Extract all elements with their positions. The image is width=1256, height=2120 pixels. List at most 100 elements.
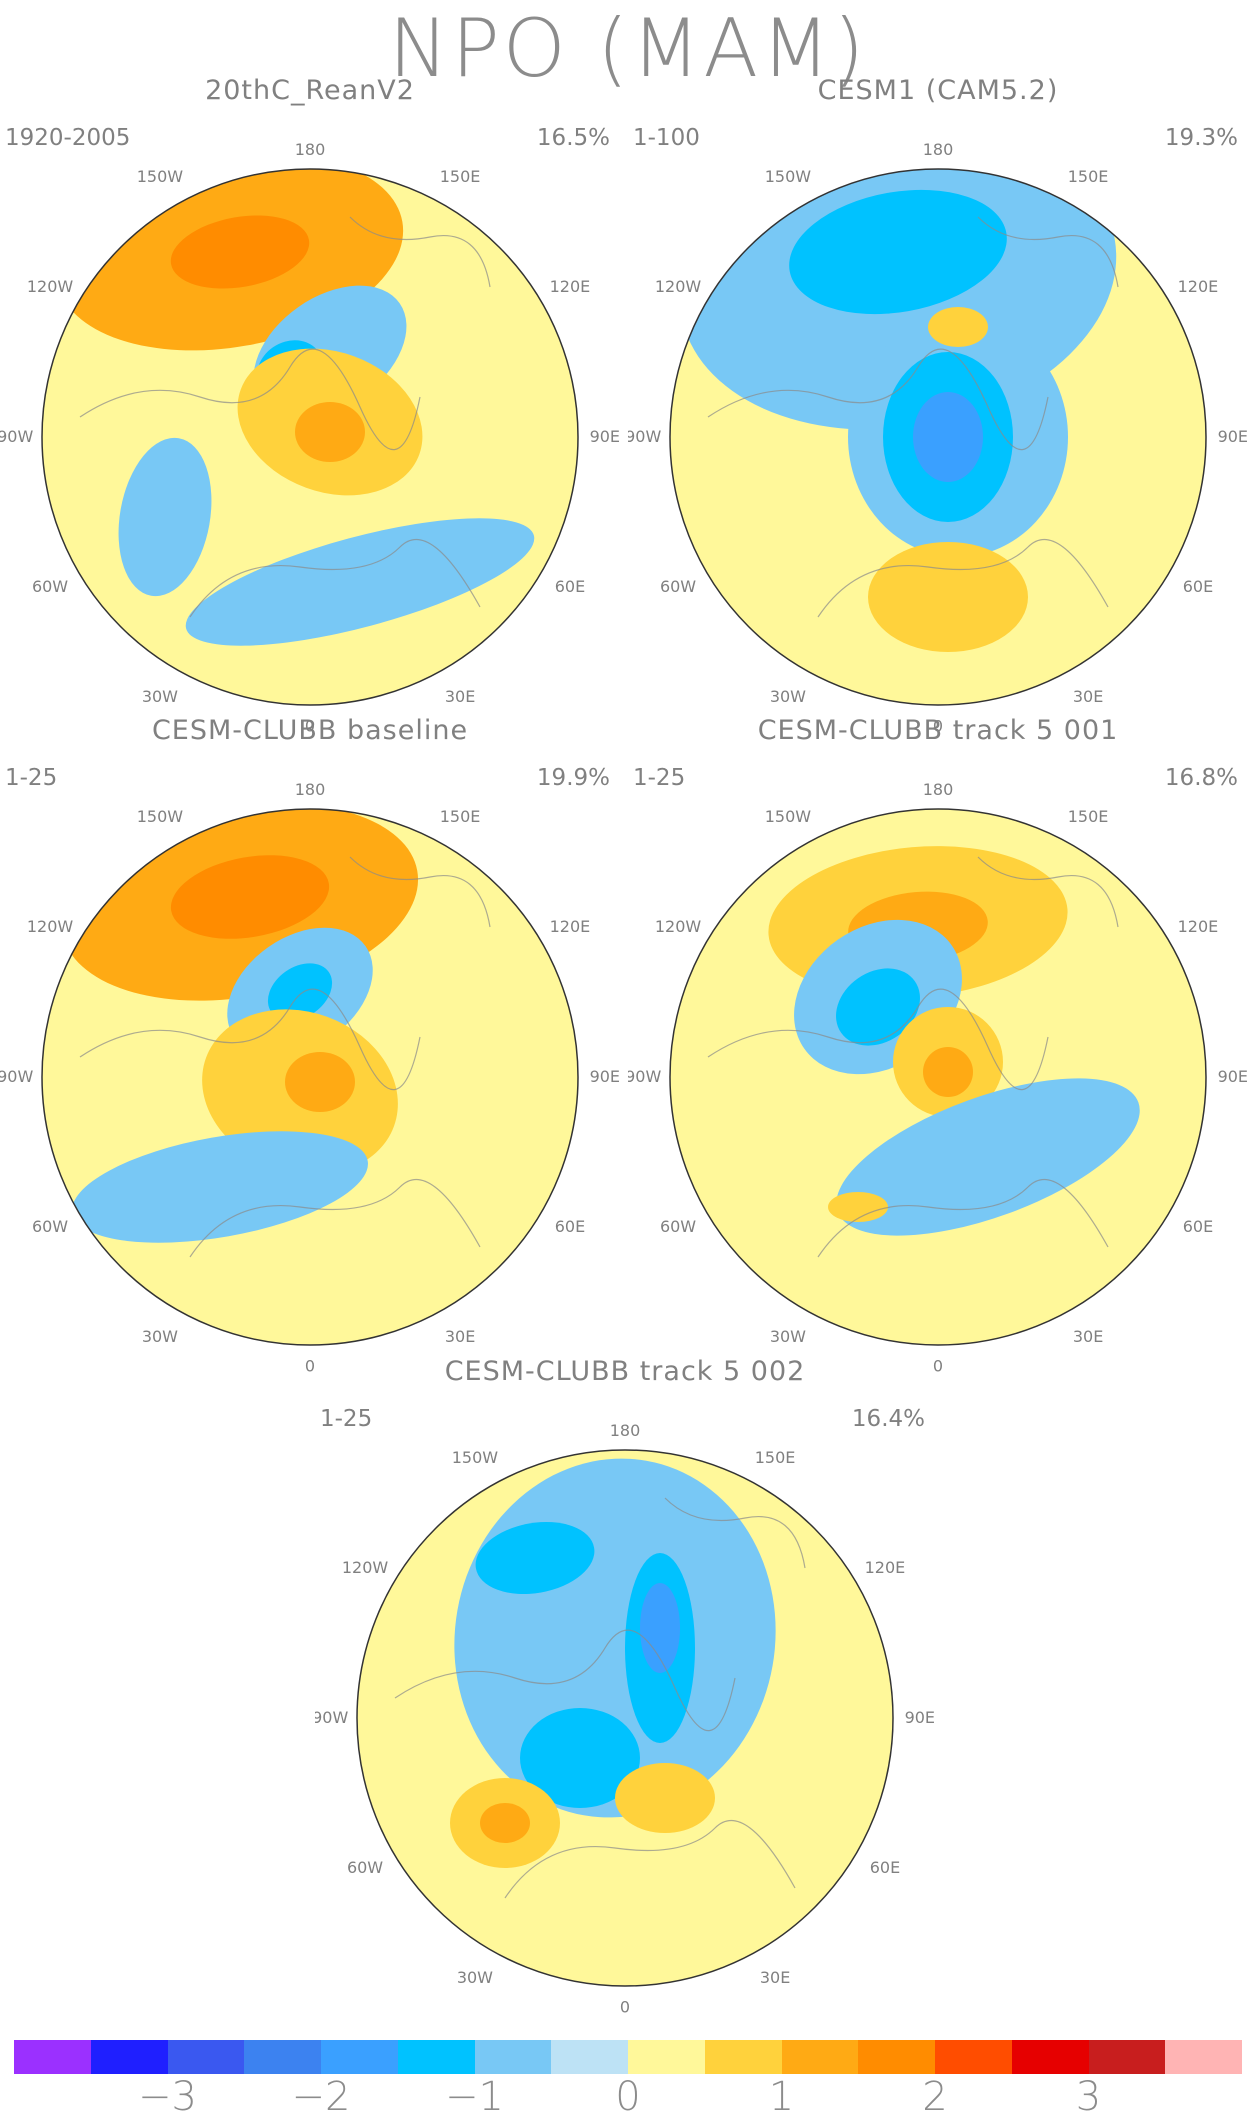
coastline bbox=[707, 856, 1119, 1258]
negative-anomaly-3 bbox=[836, 968, 920, 1046]
map-panel-2: 180 150W 150E 120W 120E 90W 90E 60W 60E 30W 30E 0 C… bbox=[628, 75, 1248, 735]
coastline bbox=[79, 856, 491, 1258]
variance-label: 16.8% bbox=[1164, 765, 1238, 791]
longitude-label-ese: 60E bbox=[870, 1858, 900, 1877]
longitude-label-se: 30E bbox=[445, 1327, 475, 1346]
variance-label: 19.3% bbox=[1164, 125, 1238, 151]
map-border bbox=[669, 808, 1207, 1346]
positive-anomaly-7 bbox=[615, 1763, 715, 1833]
period-label: 1920-2005 bbox=[5, 125, 131, 151]
longitude-label-ne: 150E bbox=[440, 167, 481, 186]
positive-anomaly-7 bbox=[828, 1192, 888, 1222]
negative-anomaly-1 bbox=[789, 189, 1007, 315]
colorbar-swatch-0 bbox=[14, 2040, 91, 2074]
longitude-label-ne: 150E bbox=[1068, 807, 1109, 826]
longitude-label-ese: 60E bbox=[1183, 1217, 1213, 1236]
longitude-label-w: 90W bbox=[315, 1708, 348, 1727]
period-label: 1-100 bbox=[633, 125, 700, 151]
period-label: 1-25 bbox=[633, 765, 686, 791]
figure-title: NPO (MAM) bbox=[388, 2, 868, 95]
colorbar-tick-label: 3 bbox=[1075, 2074, 1102, 2120]
longitude-label-wsw: 60W bbox=[347, 1858, 383, 1877]
longitude-label-se: 30E bbox=[1073, 687, 1103, 706]
colorbar-swatch-4 bbox=[321, 2040, 398, 2074]
longitude-label-se: 30E bbox=[760, 1968, 790, 1987]
longitude-label-ne: 150E bbox=[440, 807, 481, 826]
negative-anomaly-4 bbox=[520, 1708, 640, 1808]
longitude-label-w: 90W bbox=[0, 1067, 33, 1086]
map-border bbox=[669, 168, 1207, 706]
longitude-label-ene: 120E bbox=[550, 917, 591, 936]
longitude-label-nw: 150W bbox=[137, 807, 184, 826]
colorbar-swatch-3 bbox=[244, 2040, 321, 2074]
longitude-label-ene: 120E bbox=[1178, 917, 1219, 936]
longitude-label-wnw: 120W bbox=[655, 917, 702, 936]
panel-title: CESM-CLUBB baseline bbox=[151, 715, 469, 746]
longitude-label-nw: 150W bbox=[452, 1448, 499, 1467]
longitude-label-s: 0 bbox=[933, 1356, 943, 1375]
polar-map: 180 150W 150E 120W 120E 90W 90E 60W 60E 30W 30E 0 bbox=[0, 140, 620, 735]
colorbar-swatch-9 bbox=[704, 2040, 782, 2074]
polar-map: 180 150W 150E 120W 120E 90W 90E 60W 60E 30W 30E 0 bbox=[628, 780, 1248, 1375]
polar-map: 180 150W 150E 120W 120E 90W 90E 60W 60E 30W 30E 0 bbox=[628, 140, 1248, 735]
longitude-label-n: 180 bbox=[923, 140, 954, 159]
polar-map: 180 150W 150E 120W 120E 90W 90E 60W 60E 30W 30E 0 bbox=[0, 780, 620, 1375]
longitude-label-wsw: 60W bbox=[32, 577, 68, 596]
longitude-label-nw: 150W bbox=[137, 167, 184, 186]
colorbar-swatch-11 bbox=[858, 2040, 935, 2074]
coastline bbox=[79, 216, 491, 618]
longitude-label-wnw: 120W bbox=[27, 277, 74, 296]
longitude-label-w: 90W bbox=[0, 427, 33, 446]
panel-title: CESM-CLUBB track 5 002 bbox=[444, 1356, 806, 1387]
variance-label: 16.4% bbox=[851, 1406, 925, 1432]
negative-anomaly-7 bbox=[185, 518, 535, 646]
longitude-label-w: 90W bbox=[628, 427, 661, 446]
coastline bbox=[707, 216, 1119, 618]
longitude-label-s: 0 bbox=[933, 716, 943, 735]
negative-anomaly-1 bbox=[475, 1521, 595, 1595]
longitude-label-sw: 30W bbox=[770, 1327, 806, 1346]
longitude-label-ene: 120E bbox=[865, 1558, 906, 1577]
longitude-label-wsw: 60W bbox=[660, 577, 696, 596]
panel-title: 20thC_ReanV2 bbox=[205, 75, 415, 106]
colorbar-swatch-5 bbox=[397, 2040, 475, 2074]
colorbar-swatch-14 bbox=[1088, 2040, 1166, 2074]
longitude-label-e: 90E bbox=[905, 1708, 935, 1727]
period-label: 1-25 bbox=[320, 1406, 373, 1432]
negative-anomaly-6 bbox=[118, 437, 212, 597]
colorbar bbox=[14, 2040, 1242, 2074]
colorbar-tick-label: −3 bbox=[138, 2074, 197, 2120]
positive-anomaly-5 bbox=[868, 542, 1028, 652]
map-border bbox=[41, 808, 579, 1346]
longitude-label-nw: 150W bbox=[765, 167, 812, 186]
colorbar-swatch-1 bbox=[90, 2040, 168, 2074]
negative-anomaly-3 bbox=[267, 963, 333, 1021]
longitude-label-wsw: 60W bbox=[32, 1217, 68, 1236]
colorbar-tick-label: 1 bbox=[768, 2074, 795, 2120]
longitude-label-ese: 60E bbox=[1183, 577, 1213, 596]
longitude-label-ese: 60E bbox=[555, 577, 585, 596]
variance-label: 16.5% bbox=[536, 125, 610, 151]
map-panel-3: 180 150W 150E 120W 120E 90W 90E 60W 60E 30W 30E 0 C… bbox=[0, 715, 620, 1375]
colorbar-tick-label: 2 bbox=[922, 2074, 948, 2120]
longitude-label-e: 90E bbox=[590, 1067, 620, 1086]
longitude-label-ne: 150E bbox=[1068, 167, 1109, 186]
longitude-label-e: 90E bbox=[1218, 1067, 1248, 1086]
panel-title: CESM1 (CAM5.2) bbox=[817, 75, 1059, 106]
longitude-label-sw: 30W bbox=[142, 1327, 178, 1346]
positive-anomaly-1 bbox=[170, 855, 330, 939]
positive-anomaly-5 bbox=[295, 402, 365, 462]
positive-anomaly-5 bbox=[923, 1047, 973, 1097]
longitude-label-wnw: 120W bbox=[655, 277, 702, 296]
longitude-label-nw: 150W bbox=[765, 807, 812, 826]
colorbar-swatch-13 bbox=[1011, 2040, 1089, 2074]
longitude-label-ene: 120E bbox=[550, 277, 591, 296]
longitude-label-n: 180 bbox=[610, 1421, 641, 1440]
longitude-label-wnw: 120W bbox=[27, 917, 74, 936]
longitude-label-s: 0 bbox=[305, 1356, 315, 1375]
colorbar-swatch-8 bbox=[628, 2040, 705, 2074]
longitude-label-w: 90W bbox=[628, 1067, 661, 1086]
longitude-label-ese: 60E bbox=[555, 1217, 585, 1236]
positive-anomaly-6 bbox=[928, 307, 988, 347]
colorbar-swatch-6 bbox=[474, 2040, 552, 2074]
